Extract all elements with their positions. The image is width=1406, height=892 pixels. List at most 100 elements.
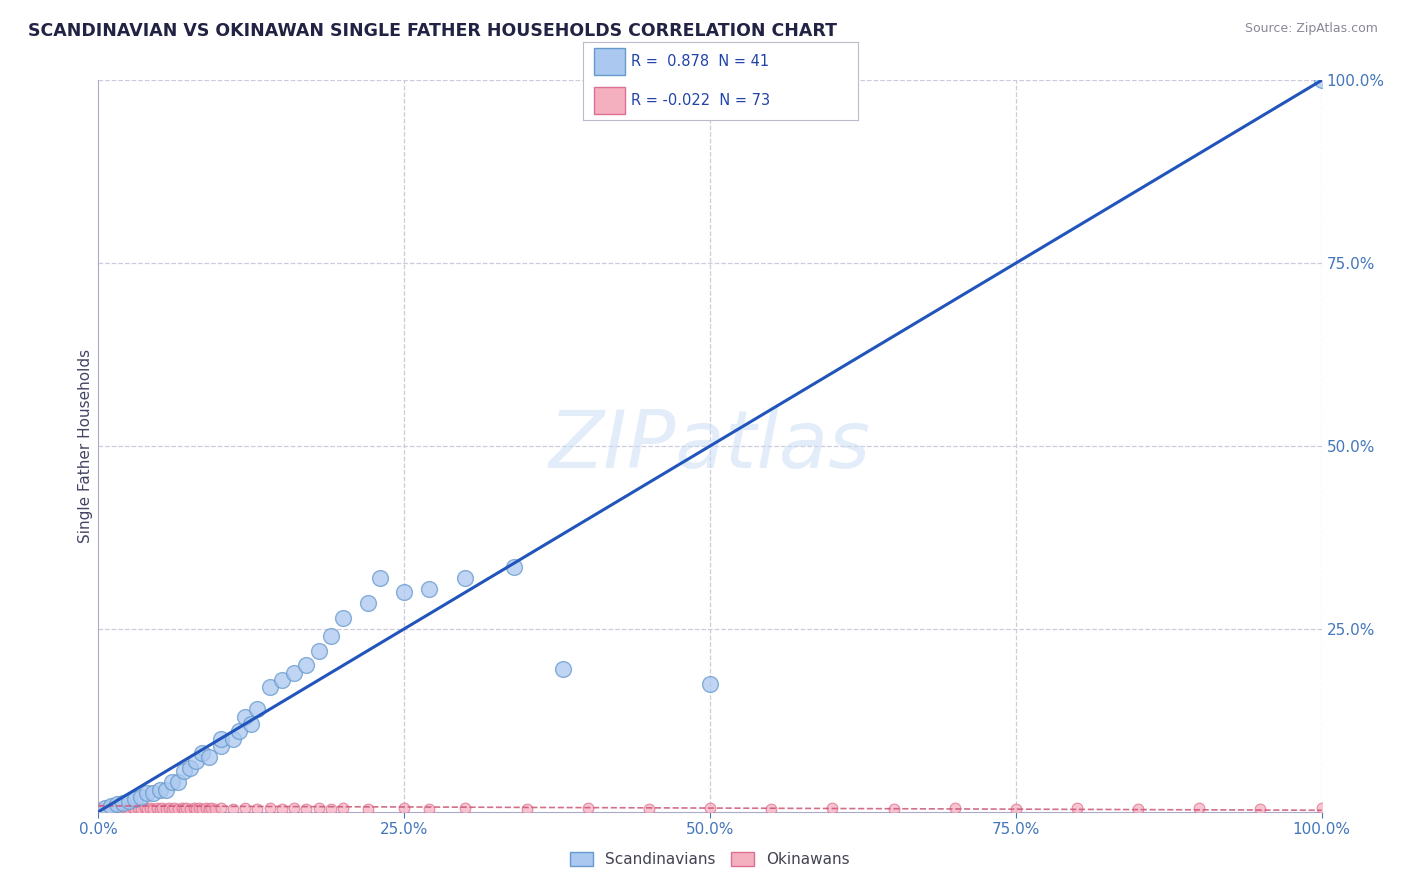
Point: [163, 801, 186, 815]
Point: [176, 801, 198, 815]
Point: [139, 801, 162, 815]
Point: [101, 801, 124, 815]
Point: [454, 801, 477, 815]
Point: [503, 559, 526, 574]
Point: [100, 801, 122, 815]
Point: [93, 802, 115, 816]
Point: [186, 802, 208, 816]
Point: [295, 802, 318, 816]
Point: [149, 802, 172, 816]
Point: [1128, 802, 1150, 816]
Point: [699, 801, 721, 815]
Point: [173, 802, 195, 816]
Point: [134, 801, 156, 815]
Point: [283, 665, 305, 680]
Point: [943, 801, 966, 815]
Point: [319, 802, 342, 816]
Point: [94, 801, 117, 815]
Point: [183, 801, 205, 815]
Point: [418, 802, 440, 816]
Point: [195, 801, 218, 815]
Point: [308, 801, 330, 815]
Point: [186, 754, 208, 768]
Point: [283, 801, 305, 815]
Point: [100, 798, 122, 813]
Point: [124, 802, 146, 816]
Point: [127, 801, 149, 815]
Point: [761, 802, 783, 816]
Point: [124, 791, 146, 805]
Point: [170, 801, 193, 815]
Legend: Scandinavians, Okinawans: Scandinavians, Okinawans: [564, 847, 856, 873]
Point: [105, 797, 128, 812]
Point: [392, 801, 416, 815]
Point: [1188, 801, 1211, 815]
Point: [638, 802, 661, 816]
Point: [356, 596, 378, 610]
Point: [1004, 802, 1026, 816]
Point: [111, 796, 134, 810]
Point: [576, 801, 599, 815]
Point: [228, 724, 250, 739]
Point: [100, 802, 122, 816]
Point: [259, 801, 281, 815]
Point: [1310, 801, 1333, 815]
Point: [308, 644, 330, 658]
Point: [136, 802, 159, 816]
Point: [200, 801, 222, 815]
Point: [270, 673, 294, 687]
Point: [93, 801, 115, 815]
Text: R =  0.878  N = 41: R = 0.878 N = 41: [631, 54, 769, 69]
Point: [295, 658, 318, 673]
Point: [107, 802, 129, 816]
Point: [209, 731, 232, 746]
Point: [142, 802, 165, 816]
Point: [332, 801, 354, 815]
Point: [136, 787, 159, 801]
Point: [160, 802, 183, 816]
Point: [110, 801, 132, 815]
Point: [1249, 802, 1271, 816]
Text: Source: ZipAtlas.com: Source: ZipAtlas.com: [1244, 22, 1378, 36]
Text: SCANDINAVIAN VS OKINAWAN SINGLE FATHER HOUSEHOLDS CORRELATION CHART: SCANDINAVIAN VS OKINAWAN SINGLE FATHER H…: [28, 22, 837, 40]
Point: [150, 801, 173, 815]
Point: [173, 764, 195, 779]
Point: [157, 801, 180, 815]
Point: [222, 802, 245, 816]
Point: [191, 802, 214, 816]
Point: [246, 702, 269, 716]
Point: [319, 629, 342, 643]
Text: R = -0.022  N = 73: R = -0.022 N = 73: [631, 94, 770, 108]
Point: [418, 582, 440, 596]
Point: [259, 681, 281, 695]
Point: [1066, 801, 1088, 815]
Point: [209, 801, 232, 815]
Point: [553, 662, 575, 676]
Point: [222, 731, 245, 746]
Point: [118, 802, 141, 816]
Point: [146, 801, 169, 815]
Point: [149, 782, 172, 797]
Point: [240, 717, 263, 731]
Point: [233, 801, 256, 815]
Point: [515, 802, 537, 816]
Point: [91, 802, 114, 816]
Point: [90, 803, 112, 817]
Point: [129, 802, 152, 816]
Point: [155, 782, 177, 797]
Point: [187, 801, 209, 815]
Point: [118, 794, 141, 808]
Point: [197, 749, 219, 764]
Point: [87, 801, 110, 815]
Point: [368, 571, 391, 585]
Point: [246, 802, 269, 816]
Point: [209, 739, 232, 753]
Point: [233, 709, 256, 723]
Point: [155, 802, 177, 816]
Point: [699, 676, 721, 690]
Point: [270, 802, 294, 816]
Point: [179, 761, 201, 775]
Text: ZIPatlas: ZIPatlas: [548, 407, 872, 485]
Y-axis label: Single Father Households: Single Father Households: [77, 349, 93, 543]
Point: [167, 775, 190, 789]
